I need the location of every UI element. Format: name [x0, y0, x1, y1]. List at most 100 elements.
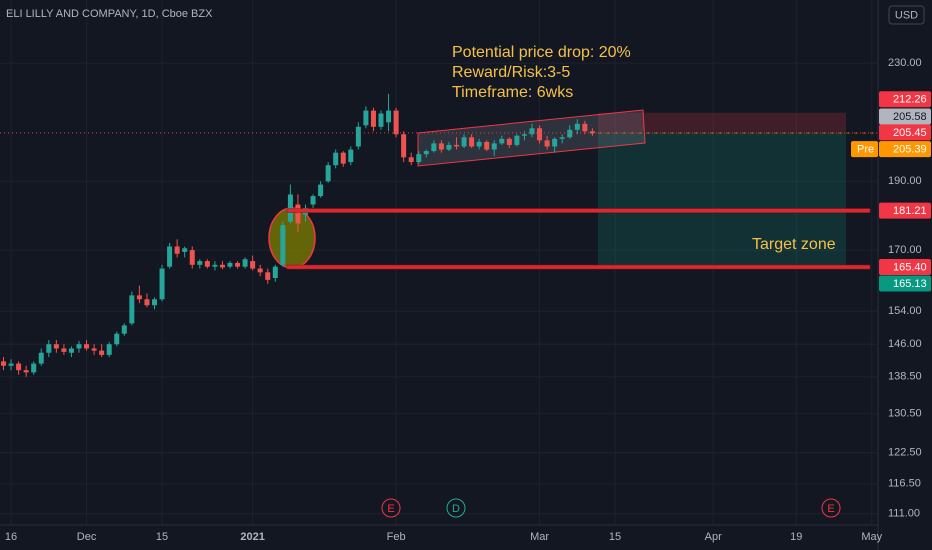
- price-badge: [879, 124, 931, 141]
- candle-body: [461, 137, 467, 147]
- candle-body: [408, 157, 414, 163]
- candle-body: [8, 363, 14, 366]
- candle-body: [257, 268, 263, 273]
- event-label[interactable]: D: [452, 503, 460, 515]
- candle-body: [559, 137, 565, 139]
- candle-body: [68, 348, 74, 353]
- y-tick-label: 170.00: [888, 244, 922, 256]
- level-line: [286, 264, 871, 270]
- candle-body: [567, 129, 573, 138]
- candle-body: [250, 261, 256, 269]
- price-badge-text: 212.26: [893, 94, 927, 106]
- event-marker[interactable]: E: [821, 498, 841, 518]
- price-badge-text: 205.45: [893, 127, 927, 139]
- price-badges: 212.26 205.58 205.45 Pre 205.39 181.21 165.40 1…: [851, 91, 931, 292]
- candle-body: [1, 361, 6, 366]
- price-badge: [879, 275, 931, 292]
- candle-body: [38, 352, 44, 364]
- x-tick-label: 15: [609, 531, 621, 543]
- candle-body: [491, 143, 497, 150]
- level-line: [286, 208, 871, 213]
- candle-body: [114, 333, 120, 345]
- candle-body: [129, 295, 135, 324]
- x-tick-label: Apr: [705, 531, 722, 543]
- candle-body: [242, 259, 248, 267]
- price-badge-text: 205.58: [893, 111, 927, 123]
- candle-body: [514, 135, 520, 145]
- candle-body: [416, 154, 422, 163]
- candle-body: [219, 264, 225, 268]
- price-badge-text: 205.39: [893, 144, 927, 156]
- event-label[interactable]: E: [387, 503, 394, 515]
- candle-body: [363, 110, 369, 126]
- risk-zone: [598, 112, 846, 133]
- candle-body: [446, 144, 452, 150]
- price-badge-text: 165.13: [893, 278, 927, 290]
- candle-body: [521, 134, 527, 136]
- event-circle[interactable]: [821, 498, 841, 518]
- candle-body: [174, 246, 180, 254]
- candle-body: [144, 299, 150, 306]
- candle-body: [355, 126, 361, 147]
- candle-body: [529, 128, 535, 135]
- candle-body: [121, 325, 127, 334]
- x-tick-label: Feb: [387, 531, 406, 543]
- zones: [598, 112, 846, 268]
- candle-body: [159, 268, 165, 300]
- candle-body: [438, 143, 444, 150]
- candle-body: [106, 344, 112, 355]
- candle-body: [99, 350, 105, 355]
- candle-body: [589, 131, 595, 133]
- price-badge: [879, 141, 931, 158]
- annotation: Target zone: [752, 236, 836, 253]
- event-marker[interactable]: D: [446, 498, 466, 518]
- y-tick-label: 130.50: [888, 408, 922, 420]
- price-badge-prefix: [851, 141, 878, 158]
- levels: [0, 132, 878, 270]
- candle-body: [582, 123, 588, 132]
- candle-body: [348, 149, 354, 163]
- candle-body: [537, 128, 543, 141]
- event-marker[interactable]: E: [381, 498, 401, 518]
- event-circle[interactable]: [381, 498, 401, 518]
- candle-body: [280, 225, 286, 265]
- candle-body: [227, 262, 233, 267]
- annotation: Potential price drop: 20%: [452, 44, 631, 61]
- candle-body: [53, 344, 59, 349]
- currency[interactable]: USD: [895, 9, 918, 21]
- candle-body: [212, 264, 218, 267]
- price-badge-text: 181.21: [893, 205, 927, 217]
- candle-body: [265, 272, 271, 280]
- candle-body: [401, 134, 407, 158]
- candle-body: [454, 144, 459, 147]
- currency-box[interactable]: [888, 5, 925, 25]
- candle-body: [552, 138, 558, 147]
- candle-body: [499, 138, 505, 144]
- price-badge: [879, 202, 931, 219]
- event-circle[interactable]: [446, 498, 466, 518]
- price-badge: [879, 108, 931, 125]
- annotation: Timeframe: 6wks: [452, 84, 573, 101]
- candle-body: [76, 344, 82, 349]
- candle-body: [204, 261, 210, 267]
- candle-body: [152, 299, 157, 306]
- candle-body: [325, 165, 331, 182]
- candle-body: [310, 196, 316, 205]
- candle-body: [393, 110, 399, 135]
- price-badge-prefix-text: Pre: [857, 144, 874, 156]
- x-tick-label: 2021: [240, 531, 264, 543]
- x-tick-label: 16: [5, 531, 17, 543]
- candle-body: [378, 113, 384, 127]
- candle-body: [574, 123, 580, 130]
- annotation: Reward/Risk:3-5: [452, 64, 570, 81]
- y-tick-label: 190.00: [888, 175, 922, 187]
- candle-body: [287, 194, 293, 222]
- event-label[interactable]: E: [827, 503, 834, 515]
- candle-body: [423, 151, 429, 155]
- candle-body: [235, 262, 241, 267]
- candle-body: [340, 152, 346, 164]
- price-axis: 230.00 190.00 170.00 154.00 146.00 138.50 130.…: [5, 57, 922, 543]
- candle-body: [182, 248, 188, 252]
